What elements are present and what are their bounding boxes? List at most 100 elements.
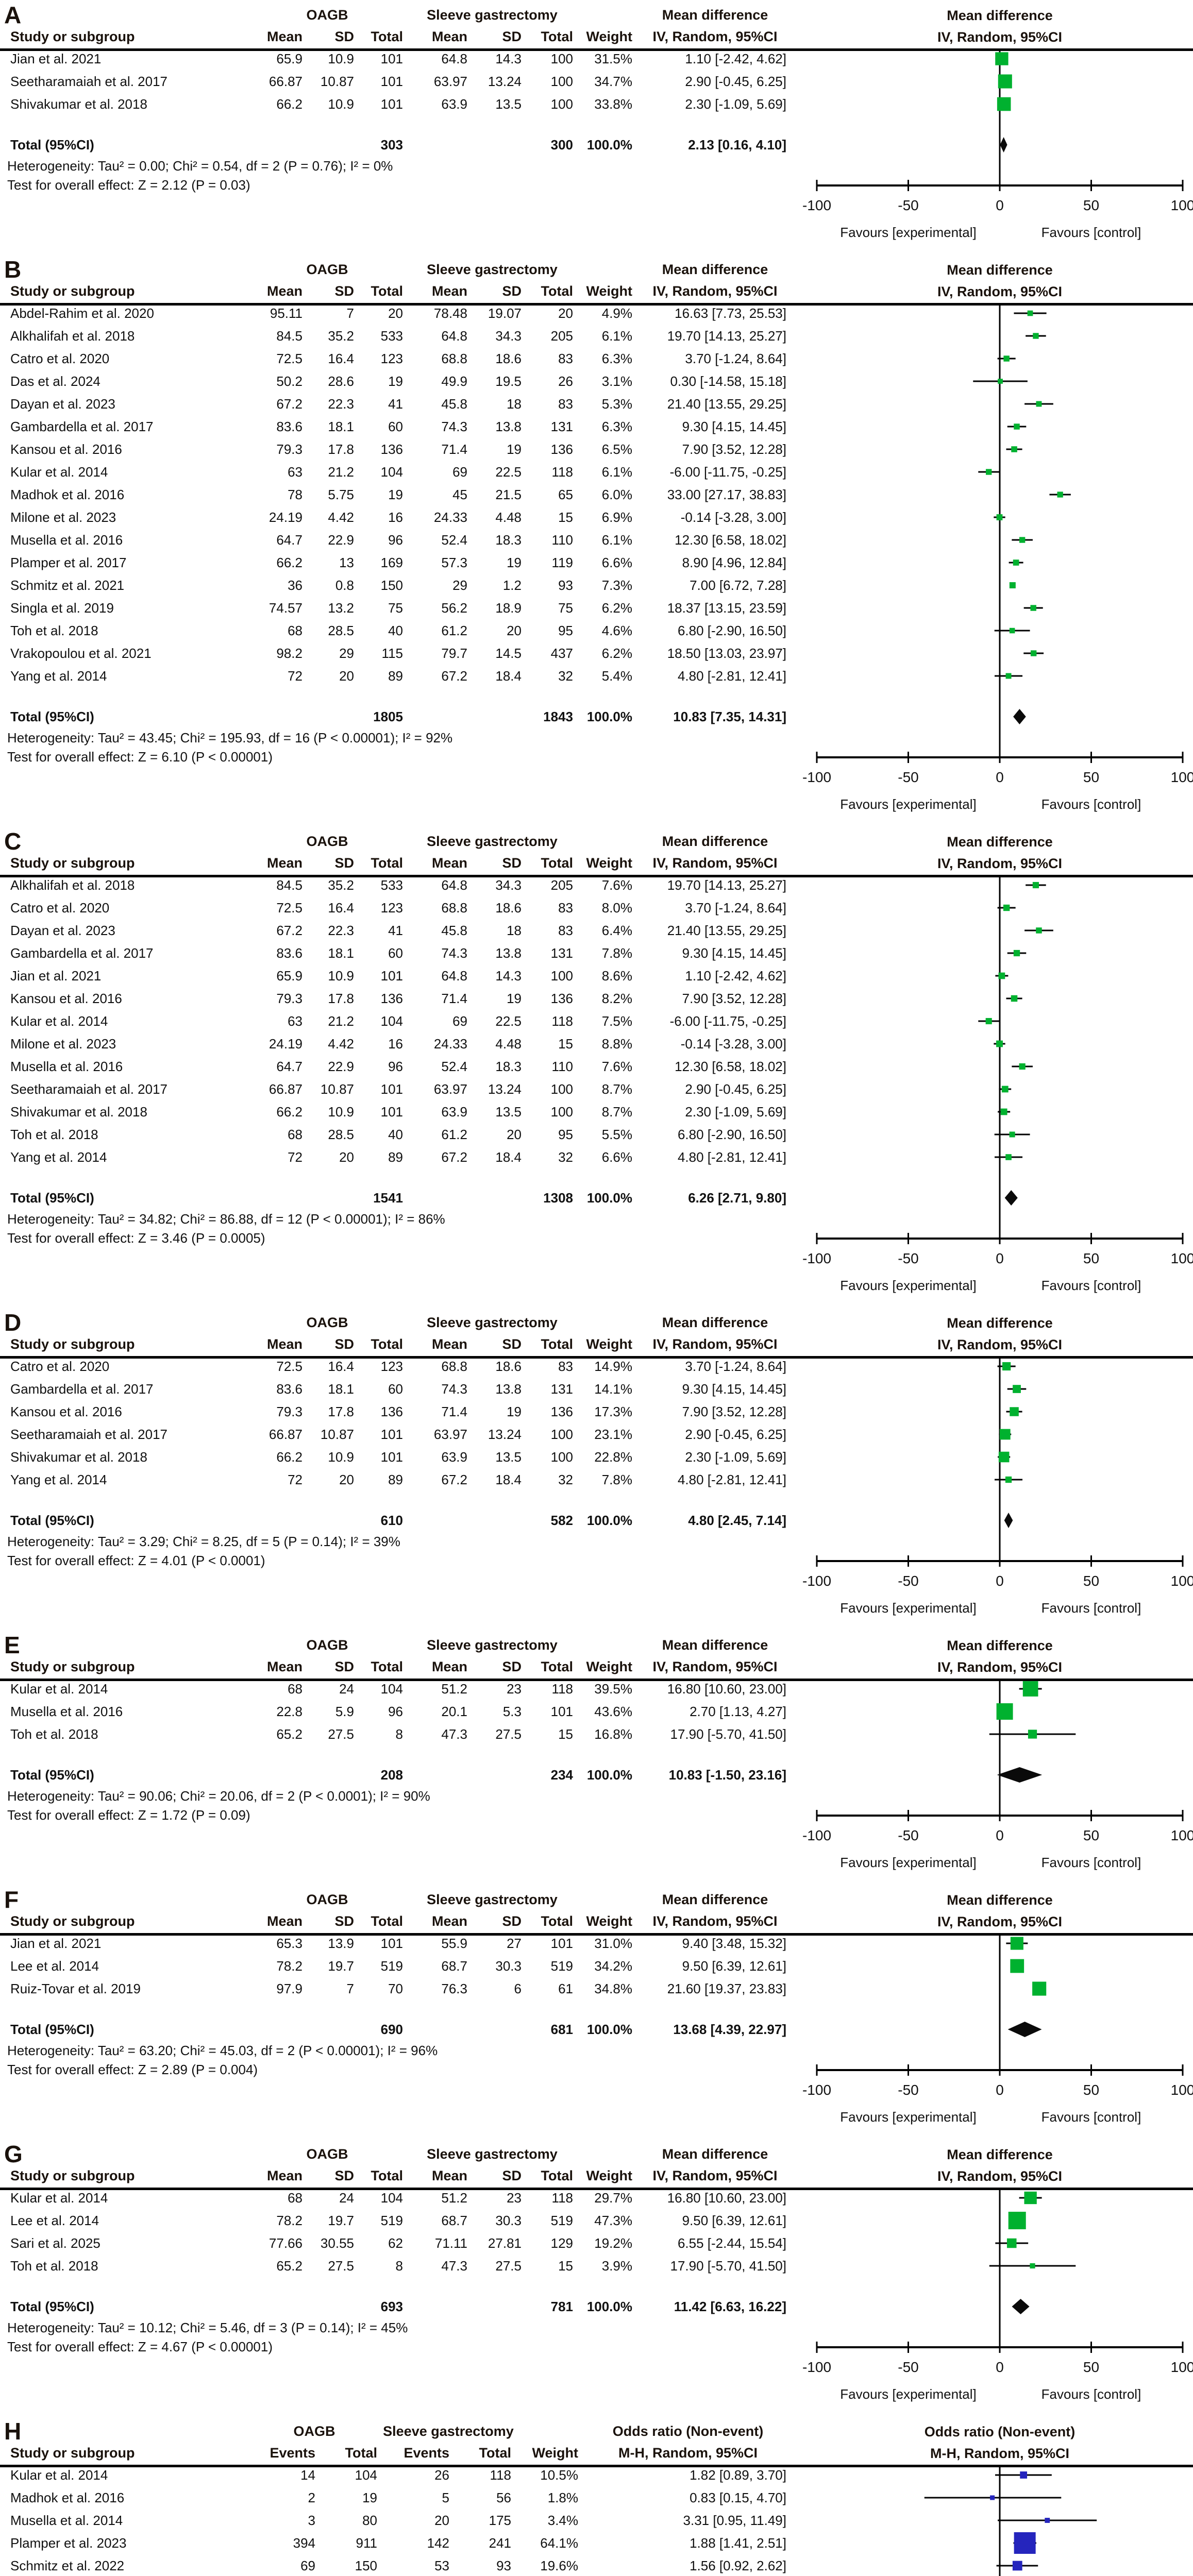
effect-title: Mean difference	[662, 1891, 768, 1907]
value-2: 53	[434, 2557, 449, 2573]
plot-effect-title: Mean difference	[947, 8, 1053, 23]
value-4: 13.5	[495, 1104, 522, 1120]
value-3: 61.2	[441, 1126, 467, 1142]
value-2: 136	[380, 990, 403, 1006]
axis-tick-label: 100	[1171, 2082, 1193, 2098]
total-weight: 100.0%	[586, 2298, 632, 2314]
value-2: 142	[427, 2535, 449, 2551]
value-6: 4.6%	[601, 622, 632, 638]
panel-F: F OAGB Sleeve gastrectomy Mean difference St…	[0, 1885, 1193, 2139]
value-2: 96	[388, 1703, 403, 1719]
col-weight-4: Weight	[532, 2445, 579, 2461]
heterogeneity-text: Heterogeneity: Tau² = 10.12; Chi² = 5.46…	[7, 2320, 408, 2335]
axis-tick-label: 50	[1083, 1827, 1099, 1843]
value-0: 36	[288, 577, 303, 593]
value-0: 65.9	[276, 50, 303, 66]
favours-right-label: Favours [control]	[1041, 796, 1141, 812]
total-n2: 582	[550, 1512, 573, 1528]
ci-text: 19.70 [14.13, 25.27]	[667, 328, 786, 344]
value-3: 45	[452, 486, 467, 502]
value-4: 13.24	[488, 73, 522, 89]
effect-title: Mean difference	[662, 833, 768, 849]
value-4: 6	[514, 1980, 522, 1996]
group-header-row: OAGB Sleeve gastrectomy Mean difference	[0, 1889, 794, 1910]
axis-tick-label: 50	[1083, 2082, 1099, 2098]
value-6: 8.7%	[601, 1081, 632, 1097]
column-header-row: Study or subgroup Mean SD Total Mean SD Total W…	[0, 1656, 794, 1677]
ci-text: 21.40 [13.55, 29.25]	[667, 922, 786, 938]
group1-header: OAGB	[293, 2423, 335, 2439]
total-ci: 10.83 [-1.50, 23.16]	[668, 1767, 786, 1783]
study-row: Milone et al. 2023 24.19 4.42 16 24.33 4.48 15…	[0, 1032, 794, 1055]
axis-tick-label: -50	[898, 1250, 918, 1266]
total-label: Total (95%CI)	[10, 137, 94, 152]
ci-text: 4.80 [-2.81, 12.41]	[677, 1471, 786, 1487]
study-label: Toh et al. 2018	[10, 622, 98, 638]
ci-text: 8.90 [4.96, 12.84]	[682, 554, 786, 570]
value-0: 50.2	[276, 373, 303, 389]
panel-E: E OAGB Sleeve gastrectomy Mean difference St…	[0, 1630, 1193, 1885]
column-header-row: Study or subgroup Mean SD Total Mean SD Total W…	[0, 1910, 794, 1932]
value-0: 24.19	[268, 509, 303, 525]
axis-tick-label: 50	[1083, 769, 1099, 785]
study-label: Kansou et al. 2016	[10, 1403, 122, 1419]
value-6: 8.6%	[601, 968, 632, 984]
favours-right-label: Favours [control]	[1041, 1600, 1141, 1616]
col-mean-3: Mean	[431, 1913, 467, 1929]
value-4: 19.5	[495, 373, 522, 389]
group2-header: Sleeve gastrectomy	[427, 261, 558, 277]
value-3: 68.8	[441, 350, 467, 366]
col-weight-6: Weight	[586, 2167, 633, 2183]
study-label: Madhok et al. 2016	[10, 2489, 125, 2505]
value-3: 51.2	[441, 2190, 467, 2206]
study-label: Toh et al. 2018	[10, 1126, 98, 1142]
effect-marker	[990, 2495, 995, 2500]
col-mean-0: Mean	[266, 1913, 303, 1929]
value-4: 20	[507, 1126, 522, 1142]
effect-marker	[998, 74, 1012, 89]
ci-text: 2.90 [-0.45, 6.25]	[685, 1426, 786, 1442]
col-total-5: Total	[541, 28, 574, 44]
total-n1: 610	[380, 1512, 403, 1528]
total-label: Total (95%CI)	[10, 2298, 94, 2314]
value-3: 45.8	[441, 922, 467, 938]
value-3: 49.9	[441, 373, 467, 389]
col-weight-6: Weight	[586, 28, 633, 44]
overall-effect-text: Test for overall effect: Z = 6.10 (P < 0…	[7, 749, 273, 765]
column-header-row: Study or subgroup Mean SD Total Mean SD Total W…	[0, 852, 794, 874]
effect-marker	[1028, 1730, 1037, 1739]
effect-marker	[1011, 995, 1018, 1002]
value-4: 18.4	[495, 1471, 522, 1487]
value-4: 23	[507, 2190, 522, 2206]
value-1: 22.9	[328, 532, 354, 548]
value-6: 17.3%	[594, 1403, 632, 1419]
study-row: Jian et al. 2021 65.9 10.9 101 64.8 14.3 100 8.…	[0, 964, 794, 987]
ci-text: 18.37 [13.15, 23.59]	[667, 600, 786, 616]
study-label: Yang et al. 2014	[10, 668, 107, 684]
value-1: 29	[339, 645, 354, 661]
effect-marker	[1000, 1108, 1007, 1115]
ci-text: 16.80 [10.60, 23.00]	[667, 2190, 786, 2206]
value-1: 17.8	[328, 1403, 354, 1419]
ci-text: -0.14 [-3.28, 3.00]	[680, 1036, 786, 1052]
study-row: Abdel-Rahim et al. 2020 95.11 7 20 78.48 19.0…	[0, 302, 794, 325]
total-weight: 100.0%	[586, 708, 632, 724]
col-total-1: Total	[345, 2445, 378, 2461]
heterogeneity-row: Heterogeneity: Tau² = 3.29; Chi² = 8.25,…	[0, 1532, 794, 1551]
plot-effect-title: Mean difference	[947, 1638, 1053, 1653]
study-label: Plamper et al. 2017	[10, 554, 127, 570]
col-total-2: Total	[371, 855, 404, 871]
value-4: 4.48	[495, 1036, 522, 1052]
value-1: 13.2	[328, 600, 354, 616]
value-2: 60	[388, 418, 403, 434]
study-label: Catro et al. 2020	[10, 350, 110, 366]
effect-marker	[1009, 1131, 1015, 1138]
ci-text: 12.30 [6.58, 18.02]	[675, 1058, 786, 1074]
study-row: Kular et al. 2014 68 24 104 51.2 23 118 29.7% 16…	[0, 2187, 794, 2209]
value-1: 80	[362, 2512, 377, 2528]
study-row: Seetharamaiah et al. 2017 66.87 10.87 101 63…	[0, 1078, 794, 1100]
value-3: 68.7	[441, 1958, 467, 1974]
study-label: Yang et al. 2014	[10, 1149, 107, 1165]
study-row: Catro et al. 2020 72.5 16.4 123 68.8 18.6 83 14…	[0, 1355, 794, 1378]
total-ci: 4.80 [2.45, 7.14]	[688, 1512, 786, 1528]
